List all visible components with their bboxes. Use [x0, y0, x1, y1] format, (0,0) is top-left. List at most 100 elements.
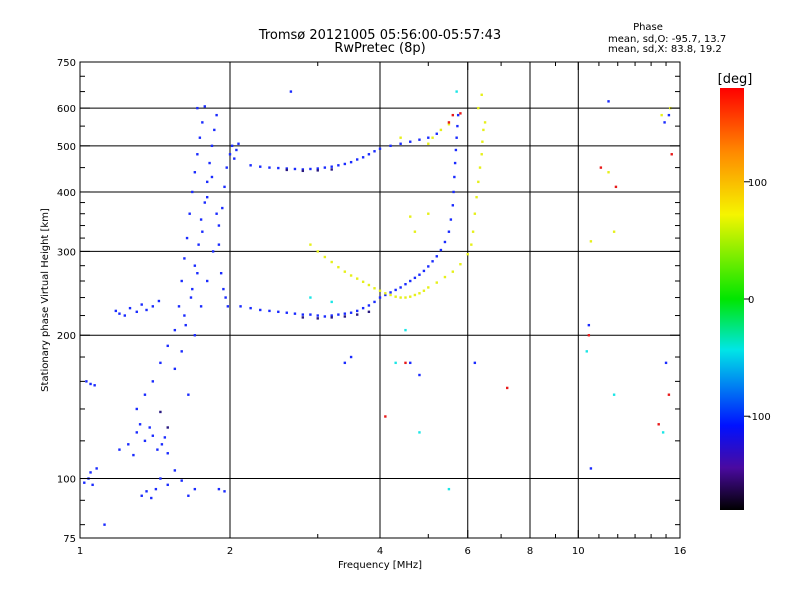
data-point	[230, 144, 234, 148]
data-point	[215, 212, 218, 215]
data-point	[607, 100, 610, 103]
data-point	[384, 415, 387, 418]
data-point	[404, 296, 407, 299]
data-point	[219, 272, 223, 275]
data-point	[148, 426, 151, 429]
data-point	[664, 361, 668, 365]
data-point	[205, 279, 209, 283]
data-point	[435, 255, 438, 258]
data-point	[160, 443, 164, 446]
legend-line-o: mean, sd,O: -95.7, 13.7	[608, 34, 726, 45]
data-point	[373, 287, 376, 290]
data-point	[193, 171, 197, 174]
data-point	[418, 273, 421, 276]
data-point	[378, 296, 382, 299]
data-point	[459, 112, 462, 115]
data-point	[585, 350, 588, 353]
data-point	[259, 308, 262, 312]
data-point	[309, 167, 312, 171]
data-point	[316, 169, 319, 172]
data-point	[285, 311, 288, 314]
data-point	[193, 487, 197, 491]
y-tick-label: 400	[57, 188, 76, 199]
data-point	[439, 248, 443, 252]
data-point	[316, 314, 319, 317]
data-point	[389, 144, 392, 148]
data-point	[143, 393, 147, 396]
data-point	[166, 483, 169, 487]
data-point	[404, 328, 407, 332]
y-tick-label: 200	[57, 331, 76, 342]
data-point	[399, 296, 402, 299]
data-point	[222, 287, 225, 291]
data-point	[427, 265, 430, 268]
data-point	[443, 240, 447, 244]
data-point	[447, 230, 451, 233]
data-point	[505, 386, 509, 390]
data-point	[135, 407, 138, 411]
data-point	[330, 316, 333, 319]
data-point	[343, 312, 347, 315]
colorbar-ticks: 100 0 -100	[744, 178, 771, 423]
data-point	[285, 168, 288, 172]
data-point	[661, 431, 665, 434]
data-point	[196, 153, 199, 156]
data-point	[418, 138, 421, 141]
data-point	[217, 487, 221, 491]
data-point	[237, 142, 240, 145]
data-point	[323, 166, 327, 169]
data-point	[435, 281, 438, 284]
data-point	[431, 260, 434, 263]
data-point	[480, 93, 483, 96]
y-tick-label: 100	[57, 475, 76, 486]
data-point	[389, 293, 392, 297]
data-point	[185, 236, 189, 240]
data-point	[193, 334, 197, 337]
colorbar-tick-label: 100	[748, 178, 767, 189]
data-point	[663, 121, 666, 124]
data-point	[93, 384, 96, 387]
data-point	[418, 292, 421, 295]
data-point	[135, 431, 138, 434]
data-point	[123, 314, 126, 317]
data-point	[343, 162, 347, 166]
data-point	[373, 300, 376, 304]
y-tick-label: 600	[57, 104, 76, 115]
data-point	[249, 164, 252, 167]
data-point	[330, 300, 333, 304]
data-point	[453, 175, 456, 179]
data-point	[128, 306, 132, 310]
data-point	[184, 323, 187, 327]
data-point	[151, 305, 155, 308]
data-point	[367, 310, 371, 314]
data-point	[481, 140, 484, 143]
data-point	[208, 161, 211, 165]
x-tick-label: 8	[527, 546, 533, 557]
data-point	[159, 410, 162, 414]
data-point	[223, 185, 226, 189]
data-point	[657, 423, 660, 426]
data-point	[277, 310, 280, 314]
colorbar-tick-label: 0	[748, 295, 754, 306]
data-point	[477, 180, 480, 184]
data-point	[140, 494, 143, 497]
colorbar-label: [deg]	[718, 72, 753, 87]
data-point	[309, 313, 312, 316]
x-tick-label: 1	[77, 546, 83, 557]
data-point	[670, 153, 673, 156]
data-point	[447, 487, 451, 491]
data-point	[323, 315, 327, 318]
data-point	[226, 305, 230, 308]
data-point	[213, 128, 216, 132]
data-point	[173, 367, 177, 371]
data-point	[455, 90, 458, 93]
data-point	[337, 164, 340, 167]
data-point	[427, 212, 430, 215]
data-point	[330, 165, 333, 168]
data-point	[330, 168, 333, 171]
data-point	[301, 316, 305, 319]
data-point	[114, 309, 118, 313]
data-point	[404, 361, 407, 365]
data-point	[589, 467, 593, 470]
axis-ticks: 1 2 4 6 8 10 16 75 100 200 300 400 500 600 750	[57, 58, 686, 557]
